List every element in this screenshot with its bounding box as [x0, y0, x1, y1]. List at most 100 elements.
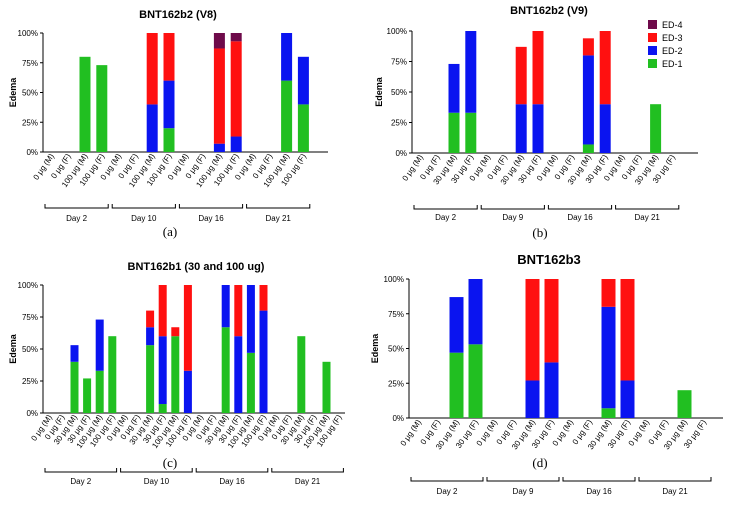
group-bracket [486, 477, 560, 482]
y-tick-label: 25% [22, 377, 38, 386]
y-tick-label: 75% [391, 58, 407, 67]
bar-segment-ed-3 [213, 48, 225, 144]
bar-segment-ed-1 [322, 361, 331, 413]
y-tick-label: 0% [26, 409, 38, 418]
y-axis-label: Edema [370, 333, 380, 364]
bar-segment-ed-1 [171, 336, 180, 413]
group-bracket [120, 468, 193, 473]
bar-segment-ed-1 [582, 144, 594, 153]
legend-swatch-ed-2 [648, 46, 657, 55]
legend-label: ED-2 [662, 46, 683, 56]
y-axis-label: Edema [8, 333, 18, 364]
group-label: Day 2 [70, 477, 91, 486]
bar-segment-ed-1 [281, 80, 293, 152]
bar-segment-ed-2 [213, 143, 225, 152]
legend-label: ED-4 [662, 20, 683, 30]
bar-segment-ed-2 [465, 31, 477, 113]
bar-segment-ed-1 [95, 370, 104, 413]
bar-segment-ed-1 [79, 56, 91, 152]
y-tick-label: 50% [391, 88, 407, 97]
bar-segment-ed-1 [677, 390, 692, 418]
bar-segment-ed-1 [650, 104, 662, 153]
y-tick-label: 50% [22, 345, 38, 354]
bar-segment-ed-2 [515, 104, 527, 153]
bar-segment-ed-2 [234, 336, 243, 413]
y-tick-label: 0% [26, 148, 38, 157]
y-tick-label: 100% [384, 275, 404, 284]
bar-segment-ed-1 [163, 128, 175, 152]
bar-segment-ed-2 [158, 336, 167, 405]
y-tick-label: 100% [18, 281, 38, 290]
bar-segment-ed-2 [620, 380, 635, 418]
y-tick-label: 75% [388, 310, 404, 319]
bar-segment-ed-2 [599, 104, 611, 153]
legend-swatch-ed-4 [648, 20, 657, 29]
bar-segment-ed-3 [515, 46, 527, 105]
panel-caption: (d) [532, 455, 547, 470]
group-label: Day 21 [266, 214, 292, 223]
bar-segment-ed-3 [599, 31, 611, 105]
chart-panel-3: BNT162b1 (30 and 100 ug) Edema 0% 25% 50% 75%… [8, 261, 345, 486]
group-label: Day 21 [635, 213, 661, 222]
bar-segment-ed-1 [465, 112, 477, 153]
bar-segment-ed-1 [601, 408, 616, 418]
group-bracket [178, 204, 244, 209]
group-label: Day 9 [502, 213, 523, 222]
bar-segment-ed-2 [259, 310, 268, 413]
group-label: Day 2 [435, 213, 456, 222]
bar-segment-ed-3 [544, 279, 559, 363]
bar-segment-ed-2 [468, 279, 483, 345]
group-bracket [638, 477, 712, 482]
bar-segment-ed-1 [158, 404, 167, 413]
bar-segment-ed-3 [146, 33, 158, 105]
bar-segment-ed-3 [259, 285, 268, 311]
bar-segment-ed-3 [163, 33, 175, 81]
bar-segment-ed-1 [96, 65, 108, 152]
bar-segment-ed-2 [246, 285, 255, 353]
bar-segment-ed-2 [163, 80, 175, 129]
y-tick-label: 25% [22, 118, 38, 127]
panel-caption: (a) [163, 224, 177, 239]
y-axis-label: Edema [374, 76, 384, 107]
group-label: Day 16 [198, 214, 224, 223]
group-bracket [246, 204, 311, 209]
group-label: Day 21 [295, 477, 321, 486]
y-tick-label: 75% [22, 313, 38, 322]
bar-segment-ed-2 [544, 362, 559, 418]
bar-segment-ed-1 [221, 327, 230, 413]
y-tick-label: 0% [395, 149, 407, 158]
bar-segment-ed-3 [234, 285, 243, 337]
chart-title: BNT162b2 (V8) [139, 9, 217, 21]
bar-segment-ed-3 [183, 285, 192, 371]
group-label: Day 2 [66, 214, 87, 223]
group-bracket [480, 205, 545, 210]
panel-caption: (b) [532, 225, 547, 240]
group-bracket [111, 204, 176, 209]
bar-segment-ed-2 [525, 380, 540, 418]
group-bracket [271, 468, 344, 473]
bar-segment-ed-1 [83, 378, 92, 413]
chart-title: BNT162b1 (30 and 100 ug) [128, 261, 265, 273]
bar-segment-ed-1 [146, 345, 155, 413]
legend: ED-4 ED-3 ED-2 ED-1 [648, 20, 683, 69]
y-tick-label: 0% [392, 414, 404, 423]
bar-segment-ed-3 [601, 279, 616, 307]
bar-segment-ed-2 [230, 136, 242, 152]
bar-segment-ed-2 [582, 55, 594, 145]
bar-segment-ed-2 [70, 345, 79, 362]
bar-segment-ed-1 [468, 344, 483, 418]
bar-segment-ed-1 [108, 336, 117, 413]
group-bracket [562, 477, 636, 482]
group-bracket [44, 204, 109, 209]
bar-segment-ed-3 [171, 327, 180, 337]
chart-title: BNT162b3 [517, 252, 581, 267]
bar-segment-ed-1 [449, 352, 464, 418]
legend-label: ED-3 [662, 33, 683, 43]
bar-segment-ed-2 [297, 56, 309, 105]
y-tick-label: 100% [387, 27, 407, 36]
group-label: Day 16 [586, 487, 612, 496]
group-label: Day 16 [567, 213, 593, 222]
bar-segment-ed-3 [525, 279, 540, 381]
bar-segment-ed-2 [532, 104, 544, 153]
